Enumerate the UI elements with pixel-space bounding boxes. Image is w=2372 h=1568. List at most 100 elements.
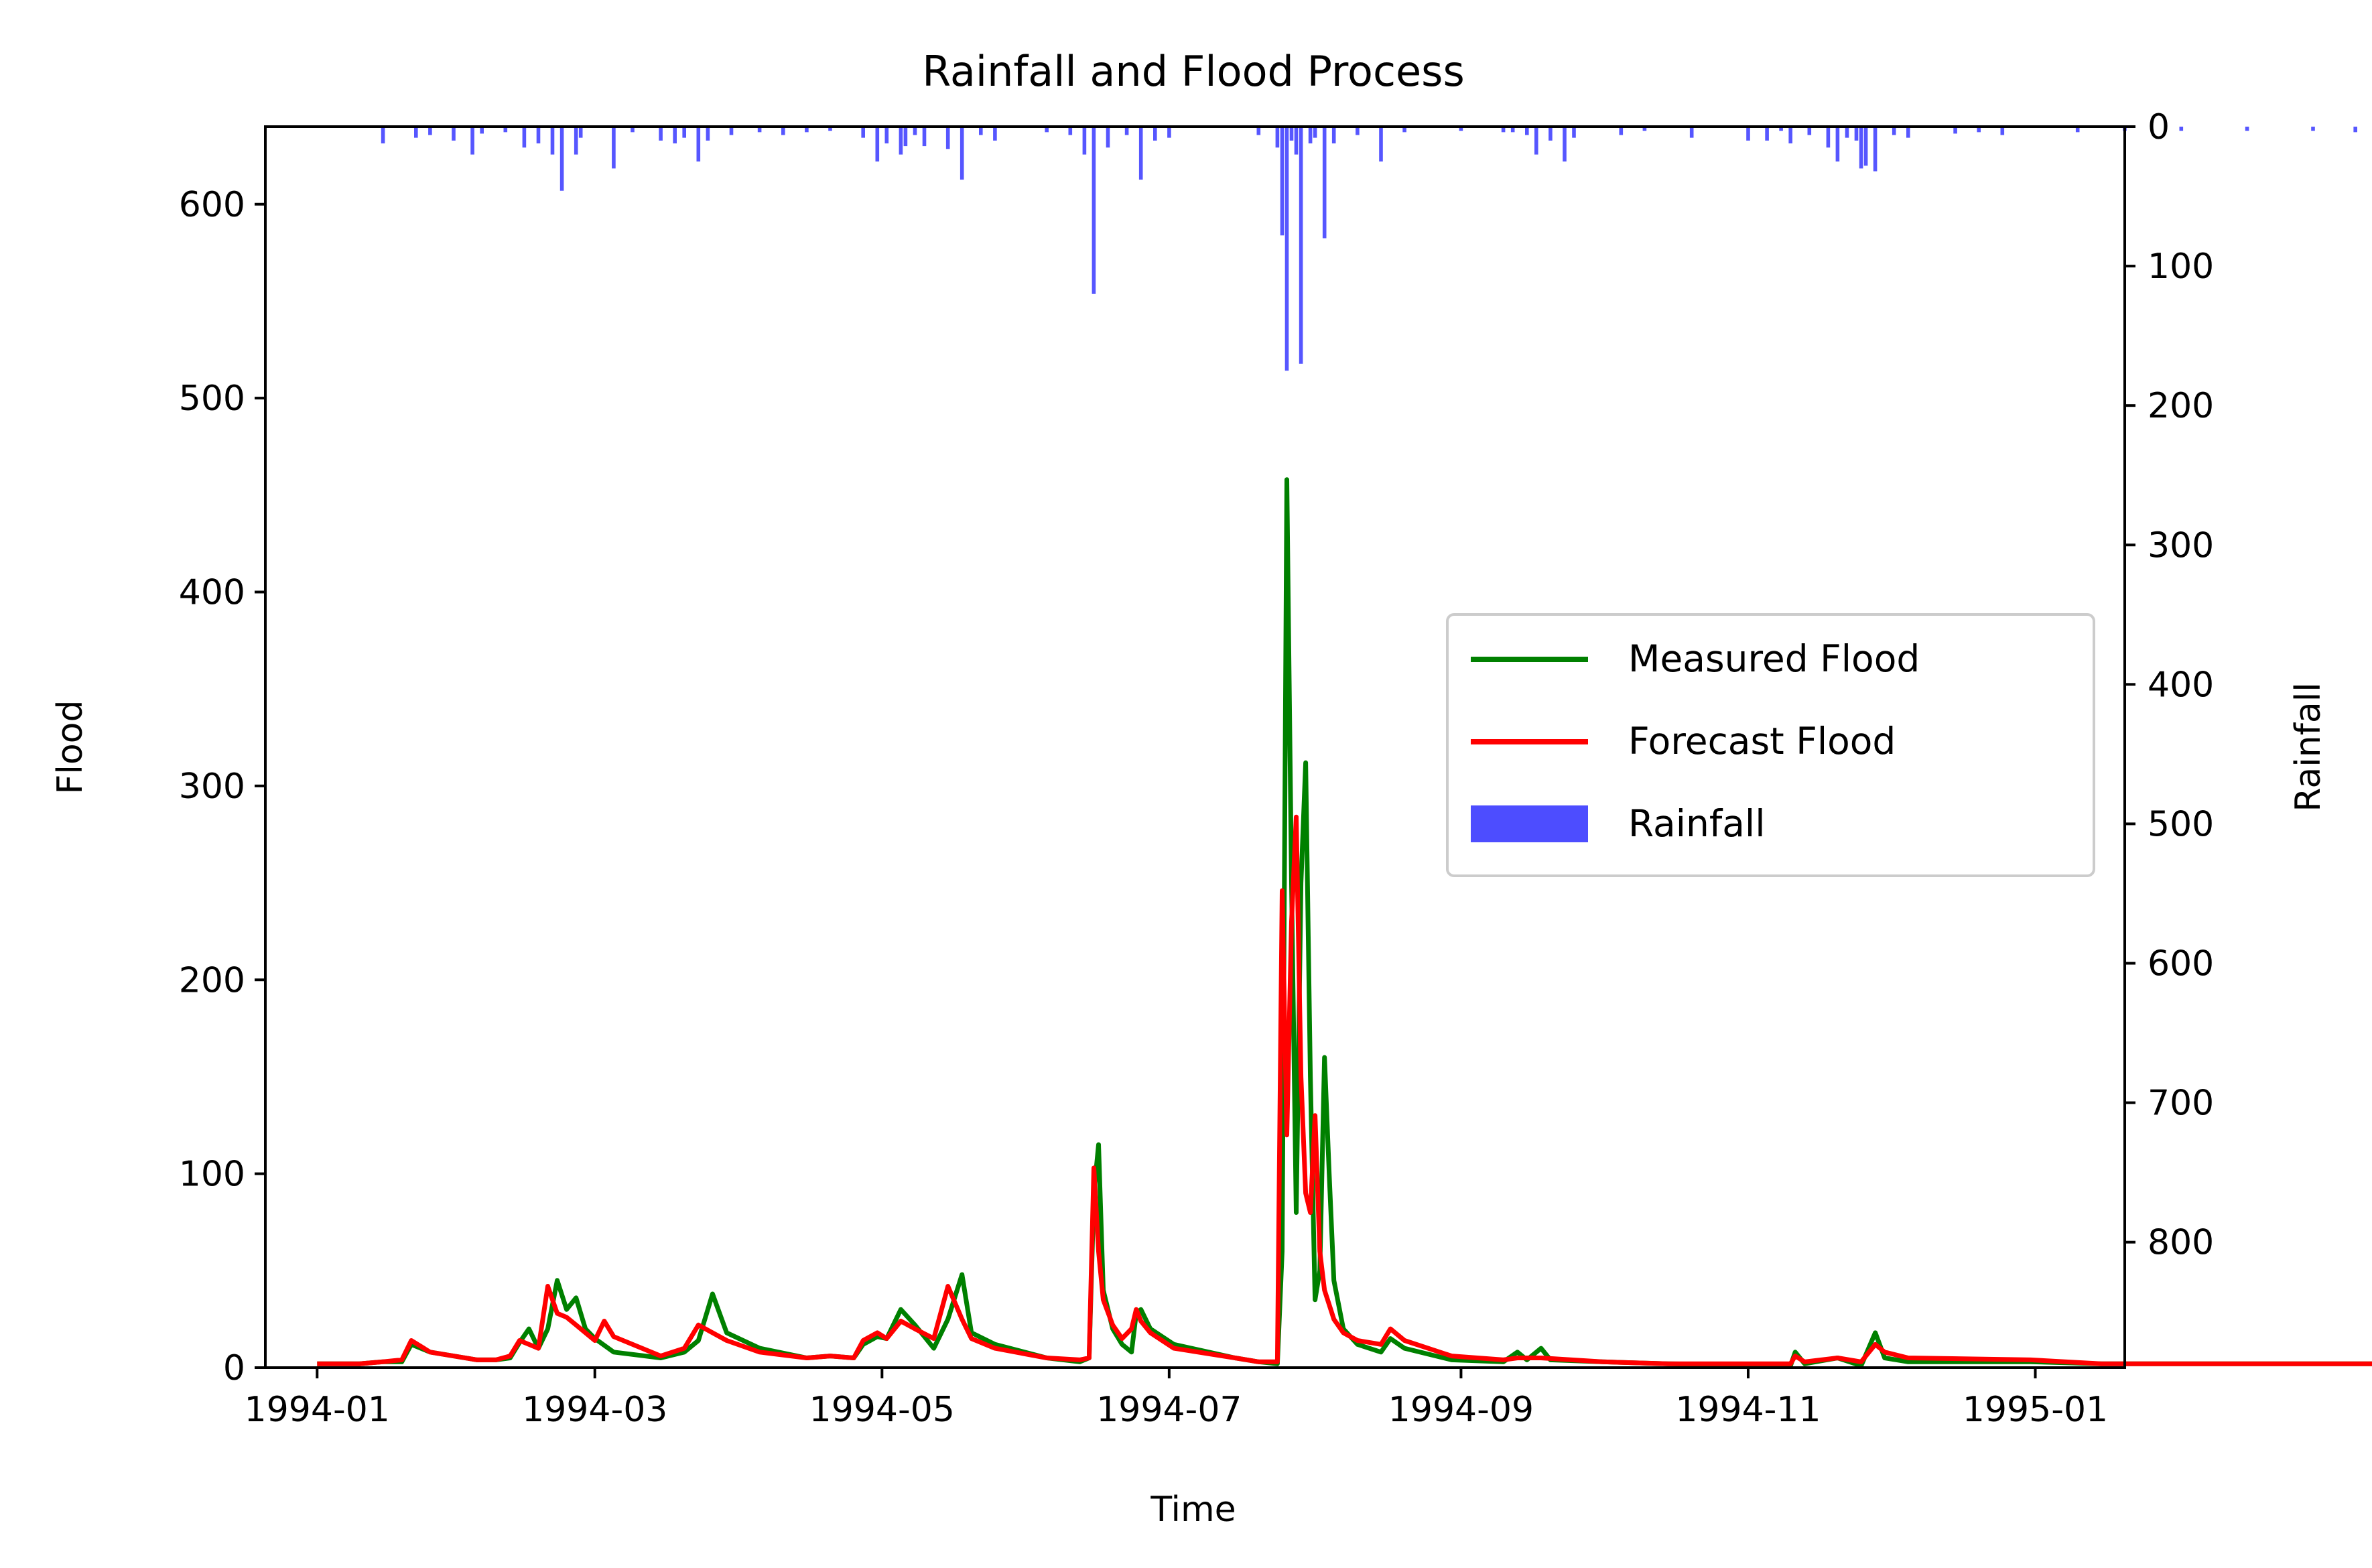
rainfall-bar	[1746, 127, 1750, 141]
rainfall-bar	[522, 127, 527, 148]
y2-tick-label: 800	[2148, 1223, 2214, 1263]
x-axis-label: Time	[1150, 1490, 1236, 1530]
rainfall-bar	[1402, 127, 1406, 133]
rainfall-bar	[574, 127, 578, 155]
rainfall-bar	[1549, 127, 1553, 141]
rainfall-bar	[1510, 127, 1515, 133]
plot-area-frame	[264, 125, 2126, 1369]
rainfall-bar	[559, 127, 564, 191]
rainfall-bar	[1807, 127, 1812, 135]
y2-tick-label: 600	[2148, 944, 2214, 984]
rainfall-bar	[673, 127, 677, 143]
rainfall-bar	[696, 127, 701, 161]
chart-title: Rainfall and Flood Process	[922, 47, 1465, 96]
rainfall-bar	[1826, 127, 1831, 148]
y2-tick-label: 300	[2148, 525, 2214, 566]
rainfall-bar	[381, 127, 385, 143]
rainfall-bar	[1977, 127, 1981, 133]
rainfall-bar	[1689, 127, 1694, 138]
rainfall-bar	[2000, 127, 2005, 135]
rainfall-bar	[805, 127, 809, 133]
rainfall-bar	[2311, 127, 2315, 131]
rainfall-bar	[1284, 127, 1289, 371]
rainfall-bar	[452, 127, 456, 141]
rainfall-bar	[1068, 127, 1073, 135]
rainfall-bar	[1563, 127, 1567, 161]
rainfall-bar	[536, 127, 541, 143]
rainfall-bar	[1859, 127, 1863, 169]
rainfall-bar	[2075, 127, 2080, 133]
y-tick-label: 600	[179, 185, 245, 225]
left-y-axis: 0 100 200 300 400 500 600	[179, 185, 265, 1388]
y-tick-label: 100	[179, 1155, 245, 1195]
y-tick-label: 200	[179, 960, 245, 1000]
rainfall-bar	[1045, 127, 1049, 133]
rainfall-bar	[1854, 127, 1859, 141]
rainfall-bar	[979, 127, 983, 135]
rainfall-bar	[550, 127, 555, 155]
y2-tick-label: 400	[2148, 665, 2214, 705]
rainfall-bar	[1167, 127, 1171, 138]
rainfall-bar	[1275, 127, 1280, 148]
rainfall-bar	[1835, 127, 1840, 161]
legend-label-rainfall: Rainfall	[1628, 802, 1765, 845]
rainfall-bar	[612, 127, 616, 169]
rainfall-bar	[1953, 127, 1957, 134]
rainfall-bar	[884, 127, 889, 143]
rainfall-bar	[631, 127, 635, 133]
x-tick-label: 1994-03	[522, 1390, 667, 1430]
rainfall-bar	[1459, 127, 1463, 131]
rainfall-bar	[945, 127, 950, 149]
rainfall-bar	[993, 127, 997, 141]
rainfall-bar	[578, 127, 583, 138]
rainfall-bar	[960, 127, 964, 180]
rainfall-bar	[1906, 127, 1910, 138]
legend-swatch-rainfall	[1471, 805, 1588, 842]
x-tick-label: 1994-11	[1675, 1390, 1821, 1430]
rainfall-bar	[1256, 127, 1261, 135]
rainfall-bar	[2353, 127, 2357, 133]
rainfall-bar	[1299, 127, 1303, 364]
rainfall-bar	[1873, 127, 1877, 172]
y2-tick-label: 200	[2148, 386, 2214, 426]
y2-tick-label: 0	[2148, 107, 2170, 147]
rainfall-bar	[1106, 127, 1110, 148]
rainfall-bar	[1788, 127, 1792, 143]
rainfall-bar	[1642, 127, 1647, 131]
x-tick-label: 1994-05	[809, 1390, 955, 1430]
rainfall-bar	[1289, 127, 1294, 141]
legend-label-measured-flood: Measured Flood	[1628, 637, 1920, 680]
rainfall-bar	[1779, 127, 1783, 131]
rainfall-bar	[828, 127, 832, 131]
rainfall-bar	[1294, 127, 1299, 155]
rainfall-bar	[682, 127, 686, 138]
rainfall-bar	[1356, 127, 1360, 135]
rainfall-bar	[1322, 127, 1327, 239]
rainfall-bar	[899, 127, 903, 155]
rainfall-bar	[861, 127, 865, 138]
rainfall-bar	[757, 127, 762, 133]
rainfall-bar	[470, 127, 474, 155]
rainfall-bar	[875, 127, 880, 161]
rainfall-bar	[1092, 127, 1096, 294]
left-y-axis-label: Flood	[50, 700, 90, 795]
right-y-axis-label: Rainfall	[2288, 682, 2328, 811]
x-tick-label: 1994-09	[1388, 1390, 1534, 1430]
rainfall-bar	[1138, 127, 1143, 180]
rainfall-bar	[1082, 127, 1087, 155]
x-tick-label: 1994-07	[1096, 1390, 1242, 1430]
y-tick-label: 300	[179, 767, 245, 807]
rainfall-bar	[1892, 127, 1896, 135]
y2-tick-label: 700	[2148, 1084, 2214, 1124]
flood-lines	[317, 477, 2372, 1368]
rainfall-bar	[1153, 127, 1157, 141]
series-line-forecast-flood	[317, 814, 2372, 1366]
rainfall-bar	[414, 127, 418, 138]
legend-box	[1446, 613, 2095, 877]
rainfall-bar	[428, 127, 432, 135]
rainfall-bar	[503, 127, 508, 133]
rainfall-bar	[1331, 127, 1336, 143]
x-axis: 1994-01 1994-03 1994-05 1994-07 1994-09 1994-…	[245, 1368, 2108, 1430]
rainfall-bar	[1501, 127, 1506, 133]
